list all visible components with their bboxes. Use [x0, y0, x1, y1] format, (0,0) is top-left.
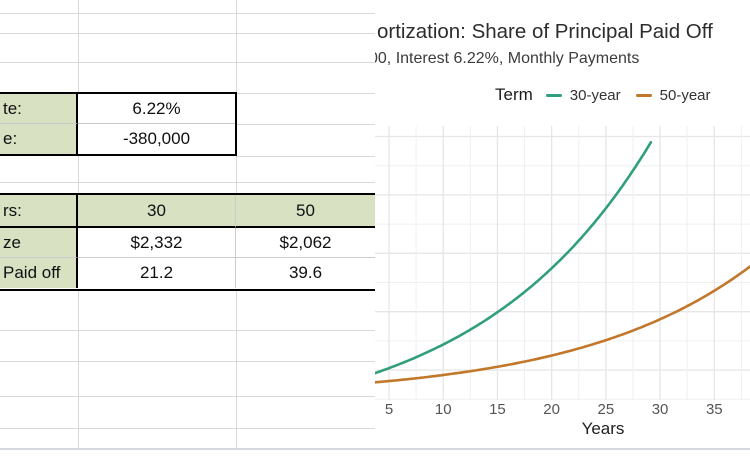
grid-line	[0, 33, 375, 34]
cell-years-label[interactable]: rs:	[0, 195, 78, 228]
grid-line	[0, 13, 375, 14]
x-tick-label: 5	[384, 401, 394, 418]
cell-paidoff-50[interactable]: 39.6	[236, 258, 375, 288]
cell-loan-value[interactable]: -380,000	[78, 124, 235, 154]
cell-paidoff-30[interactable]: 21.2	[78, 258, 236, 288]
x-tick-label: 10	[434, 401, 452, 418]
legend-item-30-year: 30-year	[545, 86, 621, 104]
grid-line	[237, 124, 375, 125]
cell-term-50-header[interactable]: 50	[236, 195, 375, 228]
grid-line	[237, 93, 375, 94]
series-line-30-year	[375, 141, 653, 375]
x-tick-label: 20	[543, 401, 560, 418]
grid-line	[0, 361, 375, 362]
cell-payment-30[interactable]: $2,332	[78, 228, 236, 258]
legend-item-label: 30-year	[569, 86, 621, 104]
chart-title: ortization: Share of Principal Paid Off	[377, 20, 713, 43]
grid-line	[0, 62, 375, 63]
loan-inputs-table: te: 6.22% e: -380,000	[0, 92, 237, 156]
x-tick-label: 35	[705, 401, 723, 418]
grid-line	[0, 182, 375, 183]
x-axis-label: Years	[581, 419, 625, 438]
grid-line	[237, 156, 375, 157]
legend-item-50-year: 50-year	[635, 86, 711, 104]
term-comparison-table: rs: 30 50 ze $2,332 $2,062 Paid off 21.2…	[0, 193, 375, 291]
series-line-50-year	[375, 264, 750, 384]
grid-line	[0, 330, 375, 331]
legend-key-line-icon	[545, 93, 562, 97]
window-bottom-edge	[0, 448, 750, 450]
cell-payment-50[interactable]: $2,062	[236, 228, 375, 258]
chart-legend: Term 30-year 50-year	[495, 85, 726, 105]
amortization-chart-panel: ortization: Share of Principal Paid Off …	[375, 0, 750, 457]
x-tick-label: 15	[489, 401, 506, 418]
cell-payment-size-label[interactable]: ze	[0, 228, 78, 258]
spreadsheet-panel: te: 6.22% e: -380,000 rs: 30 50 ze $2,33…	[0, 0, 375, 448]
cell-paid-off-label[interactable]: Paid off	[0, 258, 78, 288]
grid-line	[0, 396, 375, 397]
legend-key-line-icon	[635, 93, 652, 97]
x-tick-label: 30	[651, 401, 669, 418]
chart-subtitle: 00, Interest 6.22%, Monthly Payments	[375, 50, 640, 67]
cell-rate-value[interactable]: 6.22%	[78, 94, 235, 124]
grid-line	[0, 428, 375, 429]
cell-term-30-header[interactable]: 30	[78, 195, 236, 228]
legend-item-label: 50-year	[659, 86, 711, 104]
cell-loan-value-label[interactable]: e:	[0, 124, 78, 154]
plot-area	[375, 126, 750, 400]
cell-rate-label[interactable]: te:	[0, 94, 78, 124]
legend-title: Term	[495, 85, 533, 104]
x-tick-label: 25	[597, 401, 615, 418]
